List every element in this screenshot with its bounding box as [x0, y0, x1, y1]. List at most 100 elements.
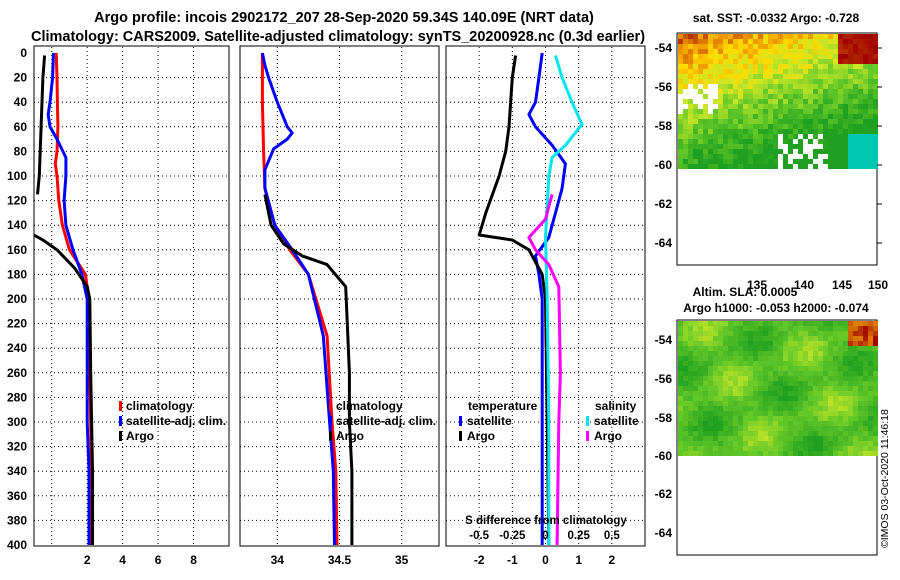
sla-cell	[703, 391, 708, 396]
sla-cell	[848, 391, 853, 396]
sst-cell	[678, 69, 683, 74]
sst-cell	[698, 109, 703, 114]
sst-cell	[728, 164, 733, 169]
sst-cell	[808, 109, 813, 114]
sst-cell	[733, 44, 738, 49]
sla-cell	[798, 416, 803, 421]
sla-cell	[753, 341, 758, 346]
sla-cell	[703, 386, 708, 391]
sst-cell	[788, 129, 793, 134]
sst-cell	[768, 99, 773, 104]
sst-cell	[693, 114, 698, 119]
sla-cell	[828, 451, 833, 456]
sst-cell	[788, 79, 793, 84]
sla-cell	[788, 411, 793, 416]
sst-cell	[773, 99, 778, 104]
sst-cell	[783, 74, 788, 79]
sla-cell	[688, 336, 693, 341]
sst-cell	[718, 154, 723, 159]
sla-cell	[763, 391, 768, 396]
sst-cell	[768, 94, 773, 99]
sla-cell	[823, 431, 828, 436]
sla-cell	[828, 351, 833, 356]
sla-cell	[778, 436, 783, 441]
sla-cell	[783, 361, 788, 366]
sst-cell	[788, 84, 793, 89]
sla-cell	[698, 366, 703, 371]
sst-cell	[758, 64, 763, 69]
sst-cell	[723, 54, 728, 59]
sla-cell	[863, 446, 868, 451]
sla-cell	[698, 376, 703, 381]
sst-cell	[848, 74, 853, 79]
sla-cell	[738, 386, 743, 391]
sst-cell	[773, 84, 778, 89]
sla-cell	[753, 401, 758, 406]
sla-cell	[848, 376, 853, 381]
sst-cell	[808, 59, 813, 64]
sla-cell	[873, 451, 878, 456]
sla-cell	[808, 361, 813, 366]
sst-cell	[833, 109, 838, 114]
sla-cell	[763, 436, 768, 441]
sst-cell	[843, 79, 848, 84]
sst-cell	[728, 134, 733, 139]
sla-cell	[733, 426, 738, 431]
sst-cell	[768, 149, 773, 154]
sla-cell	[688, 346, 693, 351]
sla-cell	[728, 441, 733, 446]
sla-cell	[783, 336, 788, 341]
sst-cell	[703, 44, 708, 49]
sla-cell	[863, 376, 868, 381]
sst-cell	[778, 119, 783, 124]
sst-cell	[868, 119, 873, 124]
difference-panel-salinity-scale: -0.5 -0.25 0 0.25 0.5	[469, 530, 620, 542]
sla-cell	[768, 386, 773, 391]
sst-cell	[763, 99, 768, 104]
sst-cell	[743, 149, 748, 154]
sst-cell	[803, 54, 808, 59]
sla-cell	[748, 341, 753, 346]
sla-cell	[853, 426, 858, 431]
sst-cell	[858, 144, 863, 149]
sst-cell	[798, 64, 803, 69]
sla-cell	[683, 341, 688, 346]
sst-cell	[743, 134, 748, 139]
sst-cell	[763, 164, 768, 169]
sst-cell	[828, 64, 833, 69]
sst-cell	[768, 59, 773, 64]
sla-cell	[848, 351, 853, 356]
sst-cell	[703, 64, 708, 69]
sla-cell	[813, 396, 818, 401]
sst-cell	[678, 119, 683, 124]
sst-cell	[743, 124, 748, 129]
sst-cell	[703, 79, 708, 84]
sst-cell	[688, 49, 693, 54]
sla-cell	[858, 361, 863, 366]
sla-cell	[793, 371, 798, 376]
x-tick-label: -2	[474, 553, 485, 567]
sla-cell	[873, 321, 878, 326]
sst-cell	[793, 104, 798, 109]
sst-cell	[823, 114, 828, 119]
sst-cell	[718, 124, 723, 129]
sla-cell	[703, 321, 708, 326]
sla-cell	[763, 356, 768, 361]
sst-cell	[693, 109, 698, 114]
sla-cell	[778, 401, 783, 406]
sst-cell	[718, 129, 723, 134]
sla-cell	[858, 436, 863, 441]
sla-cell	[758, 336, 763, 341]
sst-cell	[788, 54, 793, 59]
sst-cell	[713, 134, 718, 139]
sla-cell	[788, 366, 793, 371]
sla-cell	[858, 426, 863, 431]
sla-cell	[833, 331, 838, 336]
sst-cell	[823, 34, 828, 39]
sla-cell	[858, 391, 863, 396]
sla-cell	[813, 376, 818, 381]
sst-cell	[758, 39, 763, 44]
sst-cell	[768, 144, 773, 149]
sla-cell	[833, 366, 838, 371]
sst-cell	[858, 84, 863, 89]
